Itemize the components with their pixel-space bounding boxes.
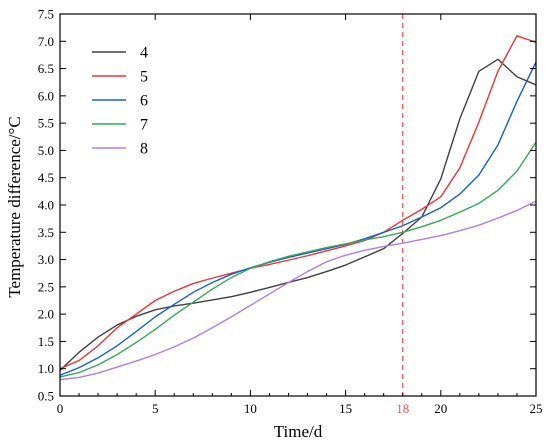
y-tick-label: 5.5 <box>38 116 54 131</box>
plot-frame <box>60 14 536 396</box>
y-tick-label: 3.5 <box>38 225 54 240</box>
legend-label-7: 7 <box>140 117 148 134</box>
legend: 4 5 6 7 8 <box>92 45 148 158</box>
y-tick-label: 7.5 <box>38 7 54 22</box>
y-axis-label: Temperature difference/°C <box>5 116 24 297</box>
x-tick-label: 15 <box>339 401 352 416</box>
y-tick-label: 1.0 <box>38 361 54 376</box>
y-tick-label: 0.5 <box>38 389 54 404</box>
y-tick-label: 2.0 <box>38 307 54 322</box>
y-tick-label: 7.0 <box>38 34 54 49</box>
y-tick-label: 6.0 <box>38 88 54 103</box>
y-tick-label: 1.5 <box>38 334 54 349</box>
x-tick-label: 25 <box>530 401 543 416</box>
legend-label-8: 8 <box>140 141 148 158</box>
reference-line-label: 18 <box>396 401 409 416</box>
series-line-6 <box>60 62 536 375</box>
axes-layer: 0 5 10 15 20 25 0.5 1.0 1.5 2.0 2.5 3.0 3.5 4.0 4.5 5.0… <box>38 7 543 417</box>
y-tick-label: 2.5 <box>38 279 54 294</box>
legend-label-6: 6 <box>140 93 148 110</box>
series-line-7 <box>60 142 536 377</box>
x-tick-label: 0 <box>57 401 64 416</box>
y-tick-label: 3.0 <box>38 252 54 267</box>
y-tick-label: 4.0 <box>38 198 54 213</box>
y-tick-label: 6.5 <box>38 61 54 76</box>
x-tick-label: 10 <box>244 401 257 416</box>
y-tick-label: 4.5 <box>38 170 54 185</box>
y-tick-label: 5.0 <box>38 143 54 158</box>
legend-label-5: 5 <box>140 69 148 86</box>
series-layer <box>60 36 536 380</box>
reference-line-layer: 18 <box>396 14 409 416</box>
x-tick-label: 5 <box>152 401 159 416</box>
x-axis-label: Time/d <box>274 422 323 441</box>
series-line-4 <box>60 59 536 370</box>
legend-label-4: 4 <box>140 45 148 62</box>
series-line-8 <box>60 201 536 379</box>
x-tick-label: 20 <box>434 401 447 416</box>
